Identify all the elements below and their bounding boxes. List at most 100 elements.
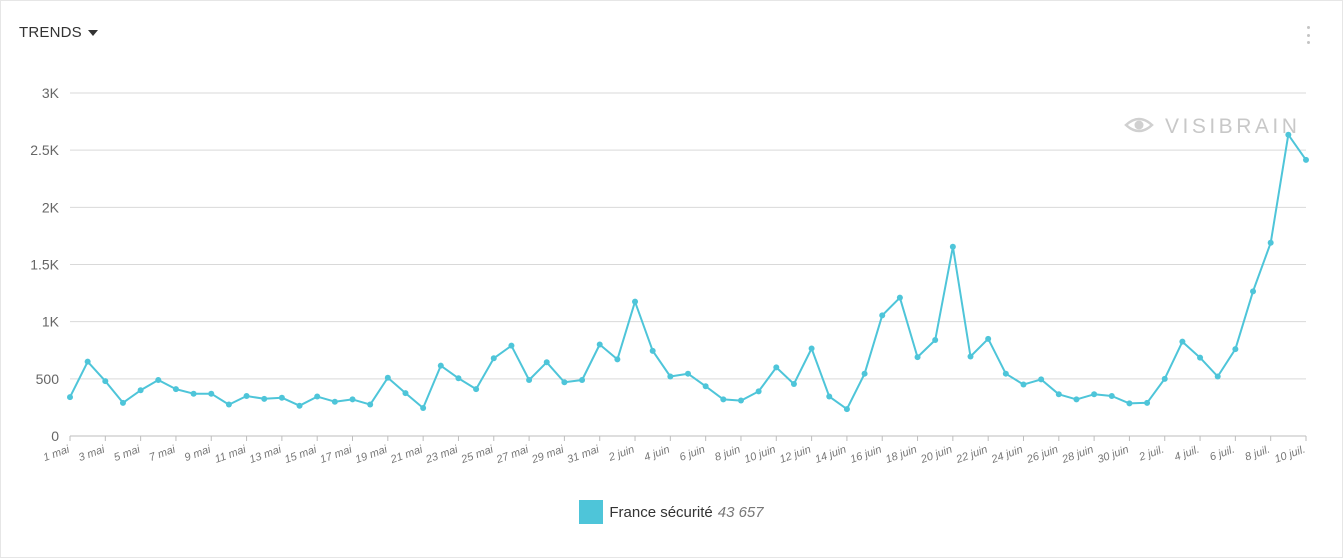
data-point[interactable] xyxy=(402,390,409,397)
x-tick-label: 5 mai xyxy=(112,443,142,464)
x-tick-label: 8 juil. xyxy=(1243,444,1271,464)
data-point[interactable] xyxy=(914,354,921,361)
data-point[interactable] xyxy=(949,243,956,250)
data-point[interactable] xyxy=(349,396,356,403)
data-point[interactable] xyxy=(508,342,515,349)
y-tick-label: 3K xyxy=(42,85,60,101)
data-point[interactable] xyxy=(261,395,268,402)
data-point[interactable] xyxy=(614,356,621,363)
data-point[interactable] xyxy=(102,378,109,385)
x-tick-label: 10 juil. xyxy=(1273,444,1307,466)
x-tick-label: 4 juin xyxy=(643,444,672,464)
data-point[interactable] xyxy=(861,370,868,377)
y-tick-label: 2.5K xyxy=(30,142,59,158)
data-point[interactable] xyxy=(1108,392,1115,399)
data-point[interactable] xyxy=(455,375,462,382)
data-point[interactable] xyxy=(932,336,939,343)
x-tick-label: 28 juin xyxy=(1060,444,1096,467)
data-point[interactable] xyxy=(843,406,850,413)
data-point[interactable] xyxy=(967,353,974,360)
data-point[interactable] xyxy=(314,393,321,400)
data-point[interactable] xyxy=(561,379,568,386)
x-tick-label: 22 juin xyxy=(954,444,990,467)
data-point[interactable] xyxy=(1020,381,1027,388)
x-tick-label: 10 juin xyxy=(743,444,778,466)
data-point[interactable] xyxy=(1126,400,1133,407)
data-point[interactable] xyxy=(685,370,691,377)
data-point[interactable] xyxy=(773,364,780,371)
data-point[interactable] xyxy=(278,394,285,401)
data-point[interactable] xyxy=(826,393,833,400)
data-point[interactable] xyxy=(331,398,338,405)
data-point[interactable] xyxy=(208,390,215,397)
data-point[interactable] xyxy=(1038,376,1045,383)
data-point[interactable] xyxy=(155,376,162,383)
data-point[interactable] xyxy=(596,341,603,348)
data-point[interactable] xyxy=(1214,373,1221,380)
data-point[interactable] xyxy=(296,402,303,409)
data-point[interactable] xyxy=(67,394,73,401)
data-point[interactable] xyxy=(985,335,992,342)
data-point[interactable] xyxy=(667,373,674,380)
data-point[interactable] xyxy=(1161,375,1168,382)
x-tick-label: 25 mai xyxy=(459,443,496,466)
data-point[interactable] xyxy=(172,386,179,393)
data-point[interactable] xyxy=(896,294,903,301)
data-point[interactable] xyxy=(632,298,639,305)
data-point[interactable] xyxy=(243,392,250,399)
x-tick-label: 31 mai xyxy=(566,443,602,466)
data-point[interactable] xyxy=(1197,354,1204,361)
data-point[interactable] xyxy=(437,362,444,369)
data-point[interactable] xyxy=(1303,156,1309,163)
data-point[interactable] xyxy=(790,380,797,387)
data-point[interactable] xyxy=(1179,338,1186,345)
data-point[interactable] xyxy=(649,347,656,354)
eye-icon xyxy=(1124,117,1154,133)
x-tick-label: 15 mai xyxy=(283,443,319,466)
series-france-securite xyxy=(67,131,1309,413)
data-point[interactable] xyxy=(1055,391,1062,398)
data-point[interactable] xyxy=(755,388,762,395)
y-tick-label: 500 xyxy=(36,371,60,387)
x-tick-label: 9 mai xyxy=(183,443,213,464)
data-point[interactable] xyxy=(84,358,91,365)
data-point[interactable] xyxy=(1250,288,1257,295)
data-point[interactable] xyxy=(1285,131,1292,138)
data-point[interactable] xyxy=(579,376,586,383)
chart-menu-button[interactable] xyxy=(1301,26,1315,44)
legend-total: 43 657 xyxy=(717,503,764,521)
x-tick-label: 24 juin xyxy=(989,444,1025,467)
data-point[interactable] xyxy=(225,401,232,408)
data-point[interactable] xyxy=(367,401,374,408)
data-point[interactable] xyxy=(1144,399,1151,406)
data-point[interactable] xyxy=(879,312,886,319)
data-point[interactable] xyxy=(384,374,391,381)
data-point[interactable] xyxy=(137,387,144,394)
legend-label: France sécurité xyxy=(609,503,713,521)
x-tick-label: 20 juin xyxy=(918,444,954,467)
data-point[interactable] xyxy=(702,383,709,390)
legend[interactable]: France sécurité 43 657 xyxy=(0,500,1343,524)
data-point[interactable] xyxy=(190,390,197,397)
trends-dropdown[interactable]: TRENDS xyxy=(19,24,98,41)
data-point[interactable] xyxy=(1002,370,1009,377)
data-point[interactable] xyxy=(543,359,550,366)
x-tick-label: 2 juil. xyxy=(1137,444,1166,464)
data-point[interactable] xyxy=(490,355,497,362)
data-point[interactable] xyxy=(808,345,815,352)
x-tick-label: 3 mai xyxy=(77,443,107,464)
trends-title: TRENDS xyxy=(19,24,82,41)
y-axis-labels: 0 500 1K 1.5K 2K 2.5K 3K xyxy=(30,85,59,444)
data-point[interactable] xyxy=(1091,391,1098,398)
data-point[interactable] xyxy=(526,376,533,383)
data-point[interactable] xyxy=(1267,239,1274,246)
data-point[interactable] xyxy=(473,386,480,393)
data-point[interactable] xyxy=(720,396,727,403)
grid xyxy=(70,92,1306,437)
data-point[interactable] xyxy=(119,399,126,406)
data-point[interactable] xyxy=(737,397,744,404)
data-point[interactable] xyxy=(420,404,427,411)
data-point[interactable] xyxy=(1232,346,1239,353)
data-point[interactable] xyxy=(1073,396,1080,403)
